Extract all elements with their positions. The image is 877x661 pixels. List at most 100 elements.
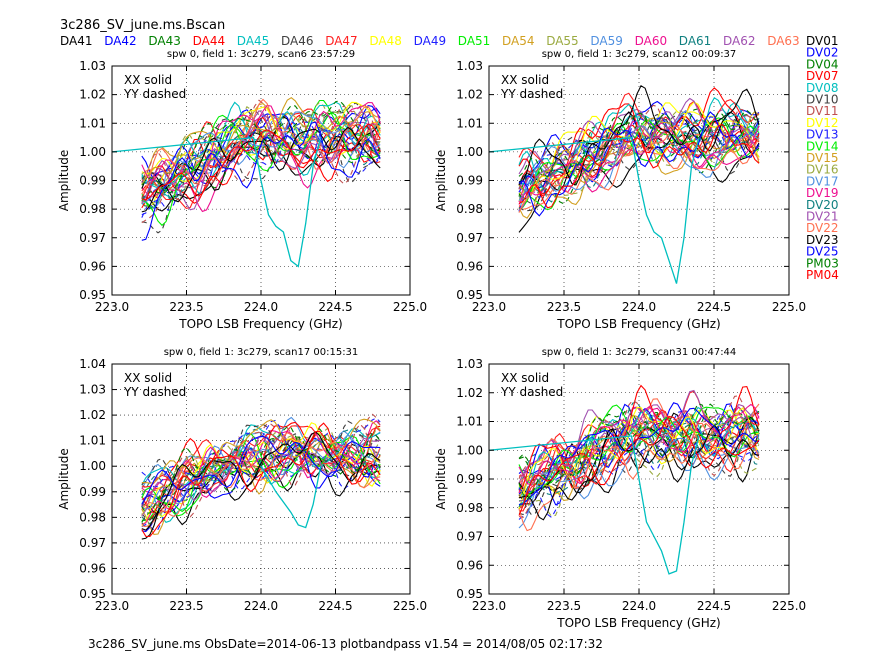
legend-entry-da60: DA60	[635, 34, 668, 48]
series-line	[518, 409, 760, 509]
y-tick-label: 0.97	[79, 231, 106, 245]
y-tick-label: 0.98	[79, 202, 106, 216]
series-group	[141, 413, 381, 540]
figure-footer: 3c286_SV_june.ms ObsDate=2014-06-13 plot…	[88, 637, 603, 651]
legend-entry-dv15: DV15	[806, 151, 839, 165]
series-line	[518, 123, 760, 196]
legend-top: DA41 DA42 DA43 DA44 DA45 DA46 DA47 DA48 DA49 DA51…	[60, 34, 800, 48]
y-tick-label: 1.00	[79, 459, 106, 473]
x-tick-label: 224.0	[622, 599, 656, 613]
x-tick-label: 224.0	[244, 300, 278, 314]
annotation-xx-solid: XX solid	[124, 73, 172, 87]
legend-entry-da51: DA51	[458, 34, 491, 48]
series-line	[518, 415, 760, 516]
y-tick-label: 0.95	[79, 288, 106, 302]
x-tick-label: 224.5	[318, 599, 352, 613]
series-line	[141, 422, 381, 526]
legend-entry-dv01: DV01	[806, 34, 839, 48]
legend-entry-da62: DA62	[723, 34, 756, 48]
legend-entry-da47: DA47	[325, 34, 358, 48]
series-group	[112, 97, 381, 268]
legend-entry-da48: DA48	[369, 34, 402, 48]
legend-entry-dv16: DV16	[806, 163, 839, 177]
panel-4: 223.0 223.5 224.0 224.5 225.0 0.95 0.96 0.97 0.9…	[434, 347, 806, 630]
y-tick-label: 0.95	[456, 587, 483, 601]
x-tick-label: 225.0	[393, 300, 427, 314]
y-tick-label: 0.99	[456, 472, 483, 486]
series-line	[518, 434, 760, 529]
legend-entry-dv10: DV10	[806, 93, 839, 107]
series-line	[141, 115, 381, 210]
series-line	[141, 449, 381, 527]
series-line	[141, 432, 381, 525]
legend-entry-dv14: DV14	[806, 139, 839, 153]
x-tick-label: 223.5	[169, 300, 203, 314]
series-line	[518, 416, 760, 494]
y-tick-label: 1.03	[456, 357, 483, 371]
y-tick-label: 0.99	[79, 174, 106, 188]
x-axis-label: TOPO LSB Frequency (GHz)	[556, 616, 720, 630]
y-tick-label: 0.97	[456, 530, 483, 544]
series-line	[518, 424, 760, 521]
series-line	[518, 97, 760, 190]
annotation-xx-solid: XX solid	[501, 371, 549, 385]
y-axis-label: Amplitude	[57, 150, 71, 212]
annotation-yy-dashed: YY dashed	[500, 385, 563, 399]
y-tick-label: 1.03	[79, 383, 106, 397]
x-axis-label: TOPO LSB Frequency (GHz)	[178, 317, 342, 331]
series-line	[518, 111, 760, 217]
series-line	[518, 109, 760, 197]
legend-entry-dv13: DV13	[806, 128, 839, 142]
series-group	[489, 384, 760, 575]
x-tick-label: 224.5	[697, 300, 731, 314]
x-tick-label: 225.0	[772, 599, 806, 613]
series-line	[141, 455, 381, 531]
y-tick-label: 1.01	[79, 116, 106, 130]
y-tick-label: 0.99	[456, 174, 483, 188]
legend-entry-pm03: PM03	[806, 256, 839, 270]
y-tick-label: 0.95	[79, 587, 106, 601]
legend-entry-dv21: DV21	[806, 210, 839, 224]
annotation-xx-solid: XX solid	[124, 371, 172, 385]
y-tick-label: 1.00	[79, 145, 106, 159]
series-line	[518, 125, 760, 213]
series-group	[489, 85, 760, 284]
series-line	[141, 120, 381, 216]
series-line	[141, 427, 381, 492]
annotation-xx-solid: XX solid	[501, 73, 549, 87]
y-tick-label: 0.98	[456, 202, 483, 216]
panel-title: spw 0, field 1: 3c279, scan17 00:15:31	[164, 347, 359, 358]
x-tick-label: 223.0	[95, 599, 129, 613]
series-line	[141, 420, 381, 491]
annotation-yy-dashed: YY dashed	[123, 87, 186, 101]
outlier-series-line	[489, 136, 700, 284]
y-tick-label: 1.01	[456, 415, 483, 429]
x-axis-label: TOPO LSB Frequency (GHz)	[556, 317, 720, 331]
series-line	[518, 395, 760, 479]
legend-entry-dv22: DV22	[806, 221, 839, 235]
legend-entry-dv11: DV11	[806, 104, 839, 118]
panel-title: spw 0, field 1: 3c279, scan6 23:57:29	[167, 49, 355, 60]
legend-entry-da49: DA49	[414, 34, 447, 48]
series-line	[518, 410, 760, 520]
legend-entry-dv08: DV08	[806, 81, 839, 95]
series-line	[518, 108, 760, 201]
x-tick-label: 223.5	[547, 599, 581, 613]
legend-entry-pm04: PM04	[806, 268, 839, 282]
y-tick-label: 1.00	[456, 145, 483, 159]
series-line	[141, 100, 381, 194]
series-line	[518, 406, 760, 484]
y-tick-label: 0.96	[79, 561, 106, 575]
legend-entry-da59: DA59	[590, 34, 623, 48]
y-tick-label: 1.00	[456, 443, 483, 457]
y-tick-label: 0.99	[79, 485, 106, 499]
annotation-yy-dashed: YY dashed	[123, 385, 186, 399]
y-tick-label: 0.96	[456, 259, 483, 273]
series-line	[518, 97, 760, 211]
outlier-series-line	[260, 465, 322, 529]
series-line	[141, 123, 381, 201]
x-tick-label: 225.0	[772, 300, 806, 314]
legend-entry-dv02: DV02	[806, 46, 839, 60]
series-line	[141, 435, 381, 505]
